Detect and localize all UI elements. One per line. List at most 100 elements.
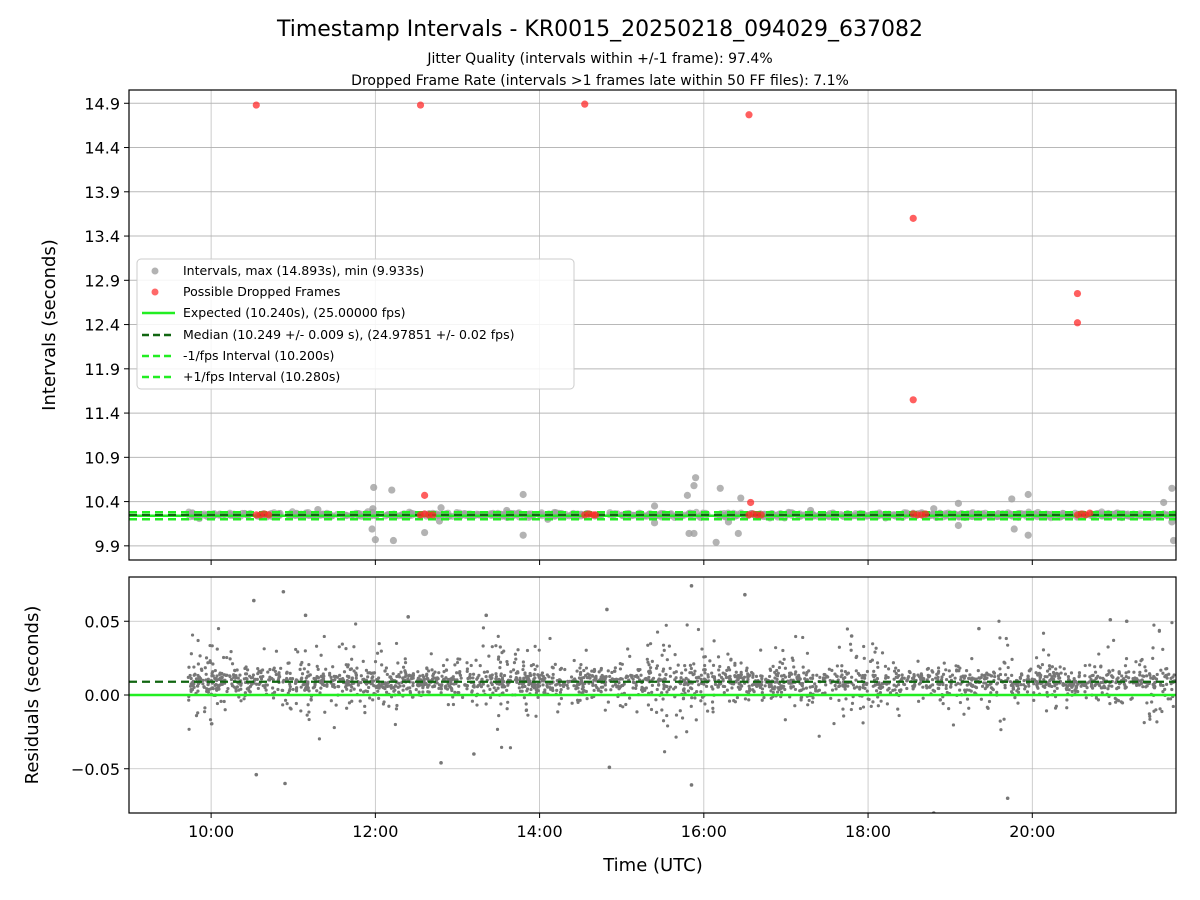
residual-point — [215, 674, 219, 678]
residual-point — [711, 710, 715, 714]
residual-point — [299, 685, 303, 689]
residual-point — [1003, 683, 1007, 687]
residual-point — [348, 667, 352, 672]
residual-point — [959, 675, 963, 679]
residual-point — [769, 689, 773, 693]
interval-outlier-point — [954, 499, 962, 507]
residual-point — [471, 672, 476, 676]
residual-point — [1042, 684, 1046, 688]
residual-point — [1059, 671, 1063, 675]
residual-point — [329, 675, 333, 680]
residual-point — [858, 706, 863, 711]
residual-point — [475, 703, 479, 707]
interval-outlier-point — [1160, 498, 1168, 507]
residual-point — [1114, 700, 1118, 704]
residual-point — [331, 679, 335, 683]
residual-point — [1045, 669, 1050, 673]
interval-outlier-point — [437, 504, 445, 512]
residual-point — [488, 687, 492, 691]
residual-point — [702, 655, 706, 659]
interval-outlier-point — [368, 525, 376, 533]
residual-point — [673, 678, 677, 682]
residual-point — [703, 663, 707, 668]
residual-point — [238, 673, 242, 677]
residual-point — [408, 686, 412, 690]
residual-point — [806, 703, 810, 707]
residual-point — [437, 683, 442, 687]
x-tick-label: 12:00 — [352, 822, 398, 841]
residual-point — [1053, 689, 1057, 693]
residual-point — [242, 677, 246, 681]
residual-point — [1152, 683, 1156, 687]
residual-point — [1048, 667, 1052, 671]
residual-point — [678, 709, 682, 713]
dropped-frame-point — [429, 511, 437, 519]
residual-point — [218, 683, 222, 687]
residual-point — [573, 677, 577, 681]
residual-point — [1144, 685, 1148, 689]
residual-point — [892, 677, 896, 681]
residual-point — [255, 682, 259, 686]
residual-point — [728, 677, 733, 682]
residual-point — [233, 668, 237, 673]
residual-point — [518, 676, 522, 680]
residual-point — [787, 680, 791, 684]
residual-point — [626, 674, 630, 679]
residual-point — [303, 649, 307, 653]
residual-point — [1042, 677, 1046, 682]
residual-point — [299, 709, 303, 713]
residual-point — [747, 698, 751, 702]
residual-point — [934, 676, 938, 680]
residual-point — [651, 676, 656, 680]
residual-point — [649, 666, 653, 670]
residual-point — [869, 704, 873, 708]
residual-point — [1006, 643, 1010, 647]
residual-point — [322, 683, 326, 687]
residual-point — [775, 668, 779, 673]
residual-point — [682, 687, 686, 691]
residual-point — [446, 677, 450, 682]
residual-point — [1061, 683, 1065, 687]
residual-point — [402, 684, 406, 688]
residual-point — [209, 687, 213, 691]
residual-point — [774, 646, 778, 650]
residual-point — [776, 674, 780, 678]
residual-point — [236, 676, 240, 680]
interval-outlier-point — [370, 483, 378, 492]
residual-point — [965, 688, 969, 692]
residual-point — [936, 666, 941, 670]
residual-point — [861, 683, 865, 687]
residual-point — [780, 661, 785, 666]
residual-point — [944, 668, 948, 672]
residual-point — [815, 673, 819, 677]
residual-point — [689, 666, 693, 671]
residual-point — [989, 674, 994, 678]
residual-point — [558, 690, 563, 694]
residual-point — [577, 676, 582, 680]
residual-point — [1093, 684, 1097, 688]
residual-point — [379, 649, 383, 653]
residual-point — [897, 713, 901, 718]
residual-point — [414, 688, 418, 692]
residual-point — [384, 666, 389, 670]
residual-point — [300, 660, 304, 665]
residual-point — [398, 684, 402, 688]
residual-point — [415, 683, 420, 687]
residual-point — [760, 690, 764, 695]
residual-point — [617, 681, 621, 685]
residual-point — [403, 670, 408, 674]
residual-point — [700, 647, 704, 651]
residual-point — [497, 655, 501, 659]
residual-point — [611, 684, 615, 688]
residual-point — [187, 698, 191, 702]
interval-outlier-point — [421, 528, 429, 537]
residual-point — [724, 675, 728, 680]
residual-point — [543, 676, 547, 680]
residual-point — [862, 656, 866, 660]
residual-point — [1127, 670, 1131, 674]
residual-point — [401, 688, 405, 692]
residual-point — [1027, 684, 1031, 688]
residual-point — [537, 648, 541, 652]
residual-point — [800, 684, 804, 688]
residual-point — [971, 683, 975, 687]
